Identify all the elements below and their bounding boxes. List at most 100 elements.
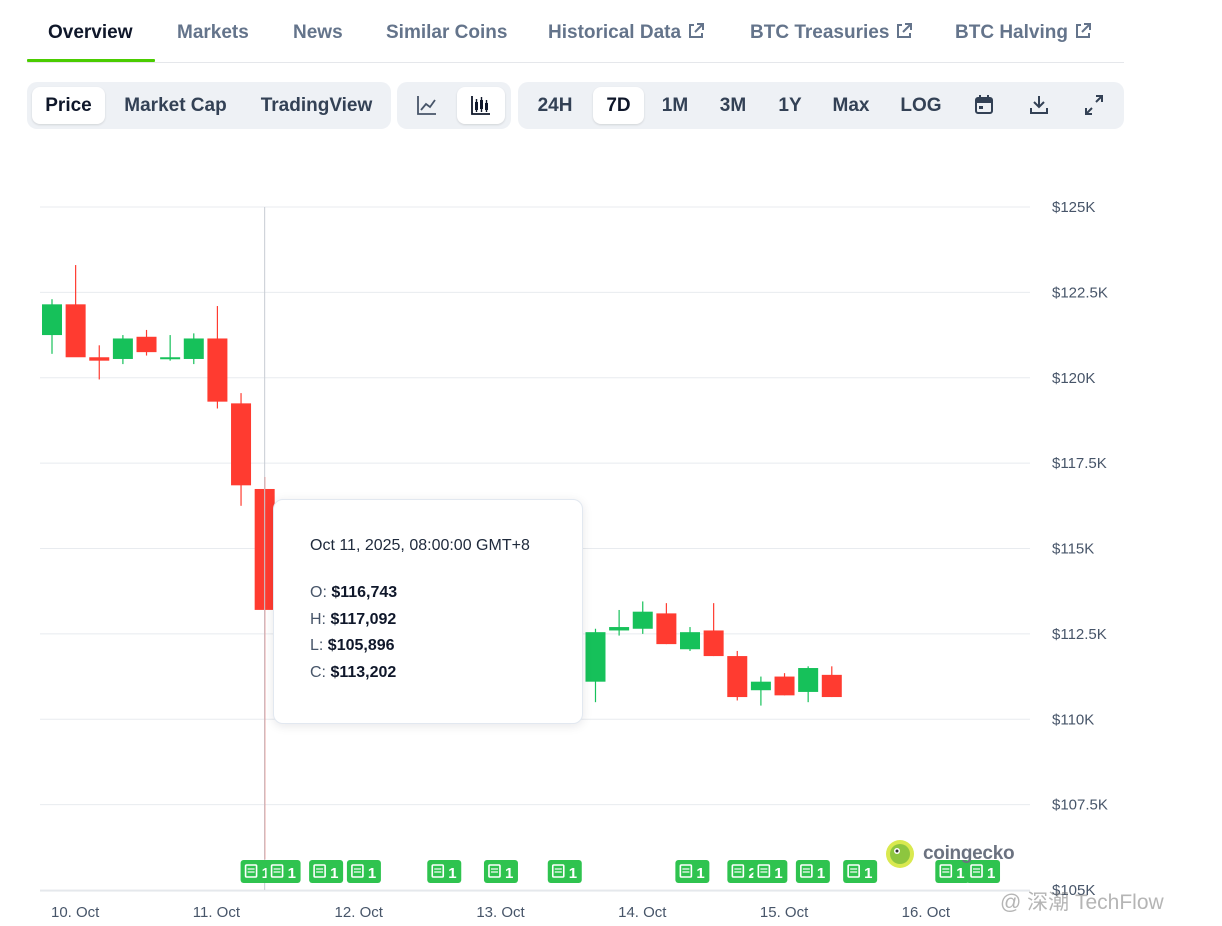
- download-button[interactable]: [1019, 87, 1059, 124]
- news-marker-count: 1: [368, 865, 376, 882]
- tooltip-close-value: $113,202: [330, 664, 397, 681]
- x-tick-label: 15. Oct: [760, 904, 809, 921]
- news-marker-count: 1: [448, 865, 456, 882]
- newspaper-icon: [244, 864, 258, 878]
- range-7d-button[interactable]: 7D: [593, 87, 644, 124]
- news-marker-count: 1: [262, 865, 270, 882]
- tooltip-high-label: H:: [310, 611, 326, 628]
- news-marker-count: 1: [817, 865, 825, 882]
- candle-body: [727, 656, 748, 698]
- candle: [65, 265, 86, 358]
- x-tick-label: 12. Oct: [335, 904, 384, 921]
- y-tick-label: $112.5K: [1052, 626, 1107, 643]
- newspaper-icon: [970, 864, 983, 878]
- range-1y-button[interactable]: 1Y: [778, 95, 802, 116]
- fullscreen-button[interactable]: [1074, 87, 1114, 124]
- candle-body: [703, 630, 724, 657]
- news-marker: 1: [309, 860, 344, 883]
- candlestick-chart-icon: [471, 96, 490, 115]
- tab-markets[interactable]: Markets: [177, 22, 249, 43]
- x-tick-label: 14. Oct: [618, 904, 667, 921]
- date-range-button[interactable]: [964, 87, 1004, 124]
- candle-body: [609, 627, 630, 631]
- candle-body: [585, 632, 606, 682]
- external-link-icon: [897, 23, 913, 38]
- tooltip-open-label: O:: [310, 584, 327, 601]
- range-1m-button[interactable]: 1M: [661, 95, 689, 116]
- tooltip-open: O: $116,743: [310, 584, 397, 602]
- candle: [89, 345, 110, 380]
- coingecko-watermark: coingecko: [885, 838, 1015, 870]
- news-marker: 1: [795, 860, 830, 883]
- time-range-group: 24H 7D 1M 3M 1Y Max LOG: [518, 82, 1124, 129]
- tab-btc-treasuries-label: BTC Treasuries: [750, 22, 890, 43]
- market-cap-button[interactable]: Market Cap: [124, 95, 227, 116]
- tab-news[interactable]: News: [293, 22, 343, 43]
- y-tick-label: $110K: [1052, 711, 1094, 728]
- price-button[interactable]: Price: [32, 87, 105, 124]
- range-max-button[interactable]: Max: [832, 95, 870, 116]
- candle-body: [656, 613, 677, 645]
- tooltip-open-value: $116,743: [331, 584, 398, 601]
- news-marker: 2: [727, 860, 762, 883]
- tradingview-button[interactable]: TradingView: [260, 95, 373, 116]
- candle: [656, 603, 677, 645]
- tooltip-high-value: $117,092: [330, 611, 397, 628]
- line-chart-button[interactable]: [403, 87, 451, 124]
- y-tick-label: $120K: [1052, 370, 1095, 387]
- candle-body: [183, 338, 204, 359]
- candlestick-chart-button[interactable]: [457, 87, 505, 124]
- news-marker: 1: [675, 860, 710, 883]
- candle: [821, 666, 842, 698]
- candle-body: [160, 357, 181, 360]
- candle-body: [207, 338, 228, 402]
- download-icon: [1030, 96, 1048, 114]
- tab-btc-halving[interactable]: BTC Halving: [955, 22, 1092, 44]
- tab-btc-halving-label: BTC Halving: [955, 22, 1068, 43]
- candle-body: [821, 674, 842, 698]
- news-marker: 1: [935, 860, 970, 883]
- candle: [632, 601, 653, 634]
- news-marker-count: 1: [696, 865, 704, 882]
- candle-body: [750, 681, 771, 691]
- price-candlestick-chart[interactable]: $105K $107.5K $110K $112.5K $115K $117.5K $120…: [0, 140, 1222, 926]
- newspaper-icon: [731, 864, 745, 878]
- news-marker-count: 1: [505, 865, 513, 882]
- candle: [42, 299, 62, 354]
- range-24h-button[interactable]: 24H: [537, 95, 573, 116]
- newspaper-icon: [757, 864, 771, 878]
- tab-similar-coins[interactable]: Similar Coins: [386, 22, 508, 43]
- metric-toggle-group: Price Market Cap TradingView: [27, 82, 391, 129]
- y-tick-label: $115K: [1052, 541, 1094, 558]
- news-marker-count: 1: [774, 865, 782, 882]
- newspaper-icon: [431, 864, 445, 878]
- news-marker-count: 1: [864, 865, 872, 882]
- candle: [750, 676, 771, 706]
- candle: [609, 609, 630, 636]
- candle-body: [231, 403, 252, 486]
- tab-historical-data[interactable]: Historical Data: [548, 22, 705, 44]
- range-3m-button[interactable]: 3M: [719, 95, 747, 116]
- news-marker: 1: [547, 860, 582, 883]
- candle-tooltip: Oct 11, 2025, 08:00:00 GMT+8 O: $116,743…: [273, 499, 583, 724]
- candle: [798, 666, 819, 703]
- y-tick-label: $105K: [1052, 882, 1095, 899]
- log-scale-button[interactable]: LOG: [900, 95, 942, 116]
- news-marker: 1: [966, 860, 1001, 883]
- candle: [112, 335, 133, 365]
- candle-body: [680, 632, 701, 650]
- active-tab-indicator: [27, 59, 155, 62]
- tooltip-low-value: $105,896: [327, 637, 395, 654]
- candle-body: [89, 357, 110, 361]
- y-tick-label: $117.5K: [1052, 455, 1107, 472]
- tab-btc-treasuries[interactable]: BTC Treasuries: [750, 22, 913, 44]
- candle: [585, 628, 606, 703]
- news-marker-count: 2: [748, 865, 756, 882]
- news-marker: 1: [427, 860, 462, 883]
- y-tick-label: $107.5K: [1052, 797, 1108, 814]
- tooltip-high: H: $117,092: [310, 611, 396, 629]
- line-chart-icon: [417, 96, 436, 115]
- news-marker: 1: [843, 860, 878, 883]
- external-link-icon: [1075, 23, 1091, 38]
- tab-overview[interactable]: Overview: [48, 22, 133, 43]
